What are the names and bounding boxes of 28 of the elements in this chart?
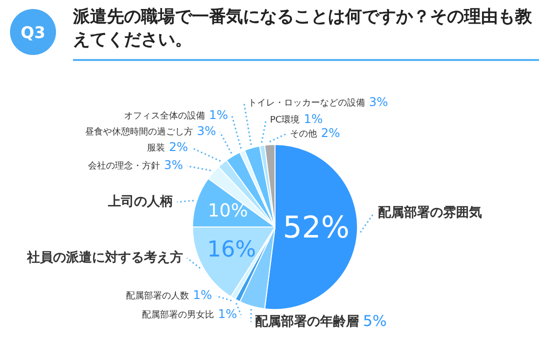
data-label: 2% [321, 126, 340, 140]
data-label: 52% [282, 210, 350, 246]
speech-bubble-icon: Q3 [10, 9, 56, 55]
slice-label: 社員の派遣に対する考え方 [26, 249, 183, 266]
chart-title: 派遣先の職場で一番気になることは何ですか？その理由も教えてください。 [73, 6, 533, 52]
data-label: 16% [207, 238, 256, 263]
slice-label: 配属部署の年齢層 [255, 313, 359, 330]
slice-label: オフィス全体の設備 [124, 110, 205, 122]
data-label: 5% [363, 312, 387, 330]
slice-label: 服装 [146, 142, 165, 154]
data-label: 1% [304, 112, 323, 126]
data-label: 10% [208, 200, 248, 222]
slice-label: 配属部署の雰囲気 [378, 204, 482, 220]
data-label: 2% [168, 140, 188, 154]
data-label: 1% [192, 288, 212, 302]
slice-label: トイレ・ロッカーなどの設備 [248, 97, 365, 108]
data-label: 1% [218, 307, 238, 322]
slice-label: PC環境 [270, 114, 300, 126]
slice-label: その他 [290, 128, 317, 140]
slice-label: 配属部署の人数 [126, 290, 189, 302]
slice-label: 会社の理念・方針 [88, 160, 160, 172]
slice-label: 配属部署の男女比 [142, 309, 214, 320]
data-label: 1% [208, 108, 228, 122]
slice-label: 昼食や休憩時間の過ごし方 [84, 126, 193, 138]
data-label: 3% [196, 124, 216, 138]
slice-label: 上司の人柄 [107, 194, 173, 210]
data-label: 3% [164, 158, 184, 172]
data-label: 3% [369, 95, 388, 110]
